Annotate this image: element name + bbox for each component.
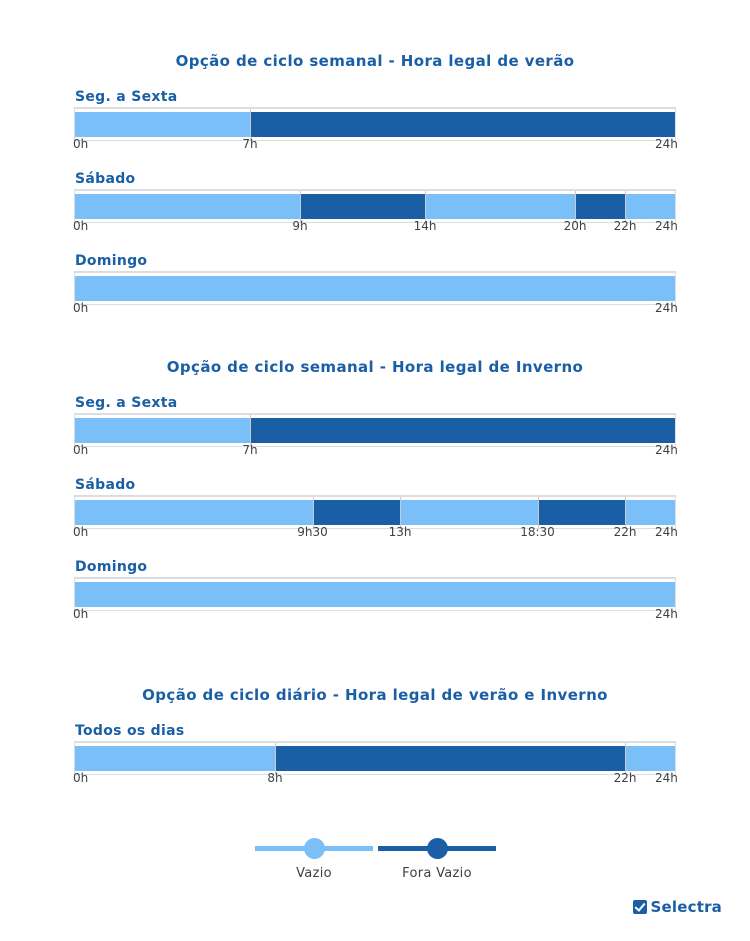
row-label: Sábado [75,171,136,187]
row-label: Domingo [75,253,148,269]
segment-vazio [625,500,675,525]
tick-label: 22h [613,219,637,233]
segment-vazio [75,418,250,443]
segment-fora-vazio [250,418,675,443]
legend-item-vazio: Vazio [255,836,375,886]
check-icon [632,900,647,914]
timeline-track [74,413,676,447]
tick-line [400,497,401,529]
tick-label: 24h [655,219,678,233]
tick-line [312,497,314,529]
tick-label: 20h [563,219,587,233]
segment-vazio [75,194,300,219]
segment-fora-vazio [537,500,625,525]
tick-label: 24h [655,771,678,785]
tick-label: 14h [413,219,437,233]
timeline-track [74,189,676,223]
tick-label: 24h [655,443,678,457]
segment-vazio [75,112,250,137]
tick-label: 0h [73,301,89,315]
tick-label: 0h [73,219,89,233]
section-title: Opção de ciclo diário - Hora legal de ve… [142,686,608,704]
legend-item-fora-vazio: Fora Vazio [378,836,498,886]
row-label: Domingo [75,559,148,575]
row-label: Seg. a Sexta [75,89,178,105]
section-title: Opção de ciclo semanal - Hora legal de v… [175,52,575,70]
tick-label: 24h [655,137,678,151]
tick-line [300,191,301,223]
timeline-track [74,495,676,529]
tick-line [625,191,626,223]
timeline-track [74,271,676,305]
segment-vazio [625,746,675,771]
tick-label: 0h [73,443,89,457]
segment-vazio [75,500,313,525]
segment-fora-vazio [275,746,625,771]
legend: Vazio Fora Vazio [0,836,750,896]
row-label: Sábado [75,477,136,493]
tick-line [625,497,626,529]
segment-vazio [425,194,575,219]
row-label: Todos os dias [75,723,185,739]
tick-label: 0h [73,137,89,151]
tick-line [275,743,276,775]
tick-label: 0h [73,607,89,621]
segment-fora-vazio [312,500,400,525]
timeline-track [74,107,676,141]
tick-line [575,191,576,223]
tick-label: 22h [613,525,637,539]
tick-label: 0h [73,771,89,785]
section-title: Opção de ciclo semanal - Hora legal de I… [166,358,584,376]
brand-name: Selectra [650,898,722,916]
segment-fora-vazio [300,194,425,219]
tick-line [250,109,251,141]
segment-vazio [625,194,675,219]
legend-dot-fora-vazio [427,838,448,859]
tick-label: 24h [655,301,678,315]
tick-line [250,415,251,447]
segment-vazio [75,276,675,301]
timeline-track [74,741,676,775]
segment-fora-vazio [250,112,675,137]
tick-label: 22h [613,771,637,785]
tick-label: 0h [73,525,89,539]
segment-vazio [75,746,275,771]
legend-label-fora-vazio: Fora Vazio [402,866,472,881]
legend-dot-vazio [304,838,325,859]
segment-vazio [75,582,675,607]
tick-label: 9h [292,219,308,233]
brand-logo: Selectra [632,898,722,918]
segment-vazio [400,500,538,525]
tick-line [425,191,426,223]
tick-line [625,743,626,775]
tick-line [537,497,539,529]
tick-label: 8h [267,771,283,785]
tick-label: 24h [655,525,678,539]
tick-label: 18:30 [520,525,555,539]
tick-label: 7h [242,443,258,457]
row-label: Seg. a Sexta [75,395,178,411]
segment-fora-vazio [575,194,625,219]
legend-label-vazio: Vazio [296,866,332,881]
tick-label: 7h [242,137,258,151]
tick-label: 13h [388,525,412,539]
tick-label: 9h30 [297,525,328,539]
tick-label: 24h [655,607,678,621]
timeline-track [74,577,676,611]
